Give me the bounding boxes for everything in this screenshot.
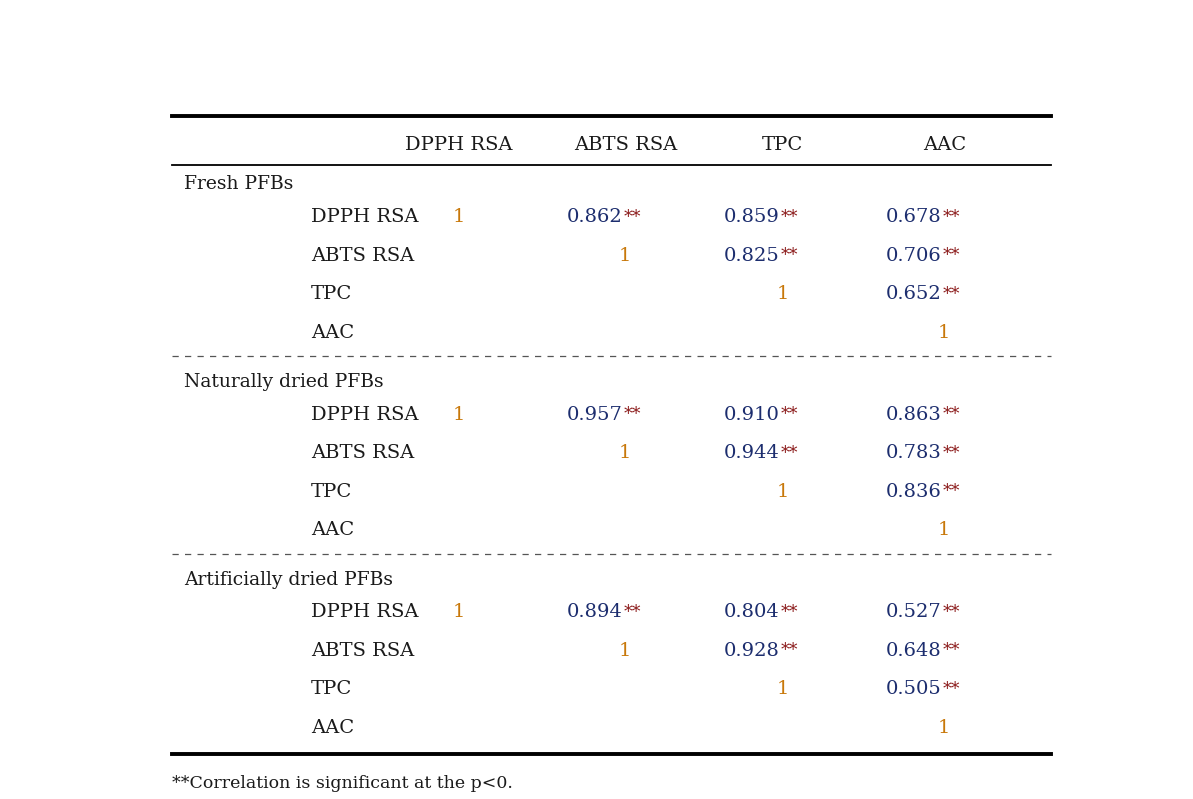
Text: **: ** — [780, 642, 798, 659]
Text: AAC: AAC — [311, 718, 354, 737]
Text: 1: 1 — [452, 603, 465, 622]
Text: 0.783: 0.783 — [885, 444, 941, 462]
Text: 0.652: 0.652 — [885, 285, 941, 303]
Text: **: ** — [942, 209, 960, 225]
Text: **: ** — [942, 642, 960, 659]
Text: **: ** — [942, 681, 960, 698]
Text: TPC: TPC — [311, 483, 352, 501]
Text: 0.836: 0.836 — [885, 483, 941, 501]
Text: DPPH RSA: DPPH RSA — [311, 406, 419, 423]
Text: 1: 1 — [938, 521, 951, 539]
Text: TPC: TPC — [311, 285, 352, 303]
Text: AAC: AAC — [311, 324, 354, 341]
Text: **: ** — [624, 604, 641, 621]
Text: **Correlation is significant at the p<0.: **Correlation is significant at the p<0. — [172, 775, 513, 792]
Text: 1: 1 — [452, 406, 465, 423]
Text: **: ** — [780, 406, 798, 423]
Text: **: ** — [624, 209, 641, 225]
Text: Artificially dried PFBs: Artificially dried PFBs — [184, 570, 394, 589]
Text: **: ** — [942, 445, 960, 462]
Text: ABTS RSA: ABTS RSA — [311, 247, 414, 264]
Text: ABTS RSA: ABTS RSA — [311, 642, 414, 660]
Text: 1: 1 — [777, 680, 789, 698]
Text: **: ** — [624, 406, 641, 423]
Text: TPC: TPC — [311, 680, 352, 698]
Text: 1: 1 — [619, 642, 631, 660]
Text: 1: 1 — [777, 483, 789, 501]
Text: **: ** — [942, 483, 960, 500]
Text: 0.944: 0.944 — [724, 444, 780, 462]
Text: 0.648: 0.648 — [885, 642, 941, 660]
Text: **: ** — [780, 604, 798, 621]
Text: **: ** — [942, 285, 960, 303]
Text: **: ** — [942, 604, 960, 621]
Text: 0.859: 0.859 — [724, 209, 780, 226]
Text: 0.804: 0.804 — [724, 603, 780, 622]
Text: DPPH RSA: DPPH RSA — [311, 209, 419, 226]
Text: ABTS RSA: ABTS RSA — [574, 136, 676, 154]
Text: 0.825: 0.825 — [724, 247, 780, 264]
Text: 0.706: 0.706 — [885, 247, 941, 264]
Text: 1: 1 — [938, 718, 951, 737]
Text: Naturally dried PFBs: Naturally dried PFBs — [184, 373, 384, 391]
Text: **: ** — [780, 209, 798, 225]
Text: DPPH RSA: DPPH RSA — [406, 136, 513, 154]
Text: **: ** — [942, 406, 960, 423]
Text: **: ** — [942, 247, 960, 264]
Text: AAC: AAC — [922, 136, 966, 154]
Text: 0.910: 0.910 — [724, 406, 780, 423]
Text: 0.527: 0.527 — [885, 603, 941, 622]
Text: 1: 1 — [938, 324, 951, 341]
Text: 1: 1 — [619, 444, 631, 462]
Text: 0.894: 0.894 — [567, 603, 623, 622]
Text: 0.863: 0.863 — [885, 406, 941, 423]
Text: **: ** — [780, 445, 798, 462]
Text: 0.928: 0.928 — [724, 642, 780, 660]
Text: 1: 1 — [777, 285, 789, 303]
Text: 1: 1 — [452, 209, 465, 226]
Text: 0.862: 0.862 — [567, 209, 623, 226]
Text: 0.957: 0.957 — [567, 406, 623, 423]
Text: 0.678: 0.678 — [885, 209, 941, 226]
Text: ABTS RSA: ABTS RSA — [311, 444, 414, 462]
Text: 1: 1 — [619, 247, 631, 264]
Text: **: ** — [780, 247, 798, 264]
Text: Fresh PFBs: Fresh PFBs — [184, 176, 293, 193]
Text: 0.505: 0.505 — [885, 680, 941, 698]
Text: TPC: TPC — [762, 136, 803, 154]
Text: AAC: AAC — [311, 521, 354, 539]
Text: DPPH RSA: DPPH RSA — [311, 603, 419, 622]
